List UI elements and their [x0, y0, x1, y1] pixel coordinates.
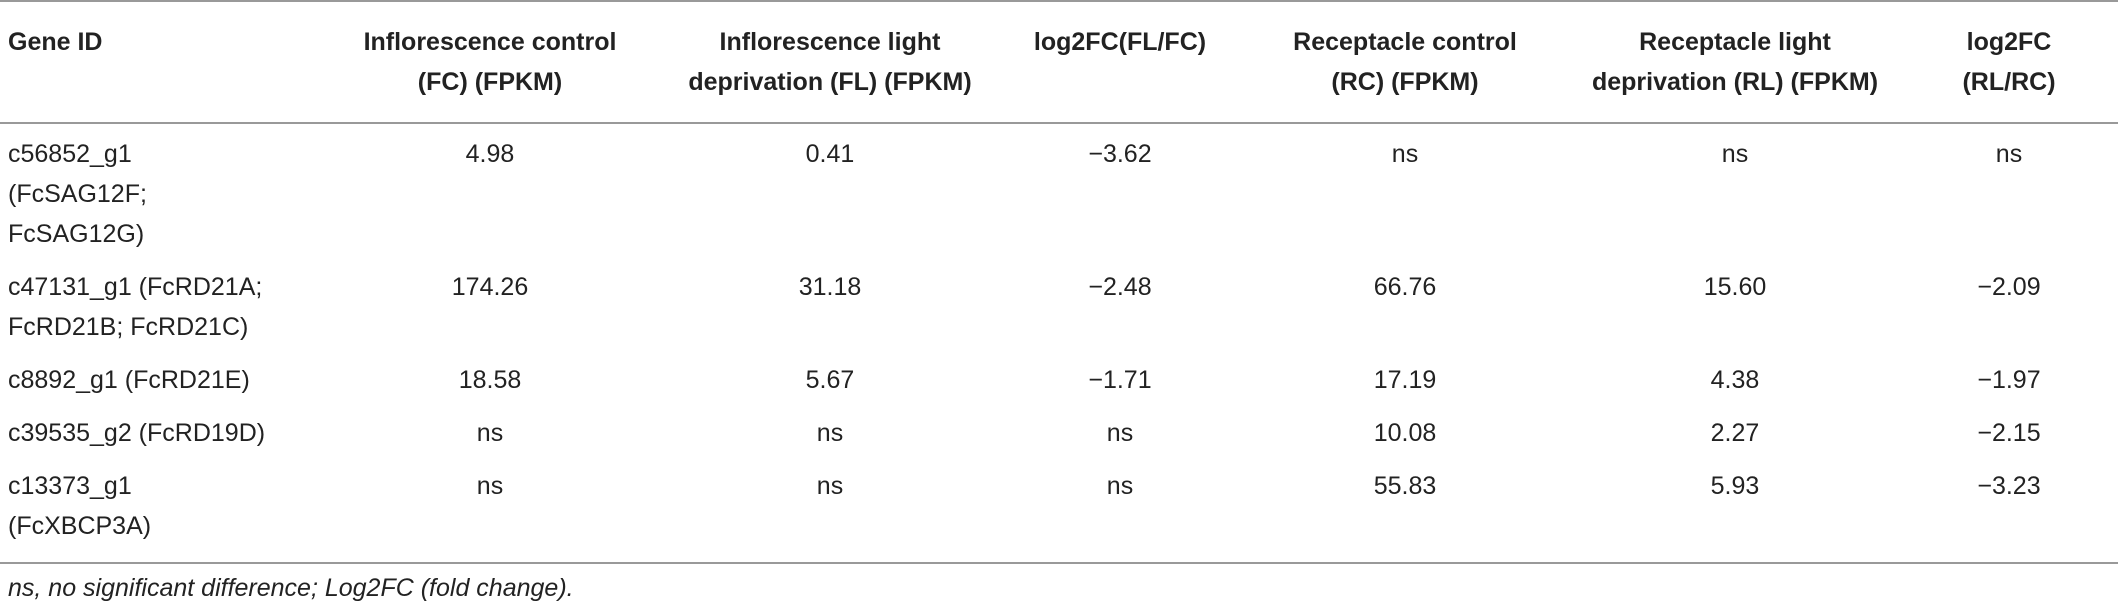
column-header: Inflorescence control (FC) (FPKM)	[320, 0, 660, 124]
value-cell: −2.15	[1977, 419, 2041, 447]
table-row: c13373_g1 (FcXBCP3A) ns ns ns 55.83 5.93 −3.23	[0, 456, 2118, 564]
value-cell: 17.19	[1373, 366, 1437, 394]
value-cell: ns	[816, 419, 844, 447]
gene-id-cell: c47131_g1 (FcRD21A; FcRD21B; FcRD21C)	[8, 273, 263, 341]
value-cell: ns	[1995, 140, 2023, 168]
value-cell: ns	[1391, 140, 1419, 168]
value-cell: 4.98	[465, 140, 515, 168]
value-cell: −2.48	[1088, 273, 1152, 301]
value-cell: 66.76	[1373, 273, 1437, 301]
gene-id-cell: c56852_g1 (FcSAG12F; FcSAG12G)	[8, 140, 147, 248]
value-cell: 4.38	[1710, 366, 1760, 394]
value-cell: −2.09	[1977, 273, 2041, 301]
table-row: c56852_g1 (FcSAG12F; FcSAG12G) 4.98 0.41 −3…	[0, 123, 2118, 257]
value-cell: −1.71	[1088, 366, 1152, 394]
column-header: log2FC (RL/RC)	[1900, 0, 2118, 124]
value-cell: 15.60	[1703, 273, 1767, 301]
value-cell: ns	[476, 419, 504, 447]
value-cell: 10.08	[1373, 419, 1437, 447]
value-cell: 5.93	[1570, 456, 1900, 564]
value-cell: 174.26	[451, 273, 529, 301]
value-cell: ns	[1721, 140, 1749, 168]
value-cell: 31.18	[798, 273, 862, 301]
value-cell: ns	[320, 456, 660, 564]
table-row: c47131_g1 (FcRD21A; FcRD21B; FcRD21C) 174…	[0, 257, 2118, 350]
value-cell: 0.41	[805, 140, 855, 168]
gene-id-cell: c39535_g2 (FcRD19D)	[8, 419, 266, 447]
gene-id-cell: c13373_g1 (FcXBCP3A)	[0, 456, 320, 564]
column-header: Inflorescence light deprivation (FL) (FP…	[660, 0, 1000, 124]
data-table: Gene ID Inflorescence control (FC) (FPKM)…	[0, 0, 2118, 564]
table-row: c39535_g2 (FcRD19D) ns ns ns 10.08 2.27 −2.15	[0, 403, 2118, 456]
value-cell: ns	[1106, 419, 1134, 447]
table-body: c56852_g1 (FcSAG12F; FcSAG12G) 4.98 0.41 −3…	[0, 123, 2118, 564]
column-header: Gene ID	[0, 0, 320, 124]
value-cell: 55.83	[1240, 456, 1570, 564]
value-cell: 2.27	[1710, 419, 1760, 447]
value-cell: ns	[660, 456, 1000, 564]
value-cell: −3.62	[1088, 140, 1152, 168]
value-cell: 5.67	[805, 366, 855, 394]
column-header: log2FC(FL/FC)	[1000, 0, 1240, 124]
gene-id-cell: c8892_g1 (FcRD21E)	[8, 366, 250, 394]
value-cell: 18.58	[458, 366, 522, 394]
table-row: c8892_g1 (FcRD21E) 18.58 5.67 −1.71 17.19 4.3…	[0, 350, 2118, 403]
header-row: Gene ID Inflorescence control (FC) (FPKM)…	[0, 0, 2118, 124]
value-cell: ns	[1000, 456, 1240, 564]
value-cell: −3.23	[1900, 456, 2118, 564]
value-cell: −1.97	[1977, 366, 2041, 394]
column-header: Receptacle light deprivation (RL) (FPKM)	[1570, 0, 1900, 124]
footnote: ns, no significant difference; Log2FC (f…	[8, 574, 574, 602]
column-header: Receptacle control (RC) (FPKM)	[1240, 0, 1570, 124]
